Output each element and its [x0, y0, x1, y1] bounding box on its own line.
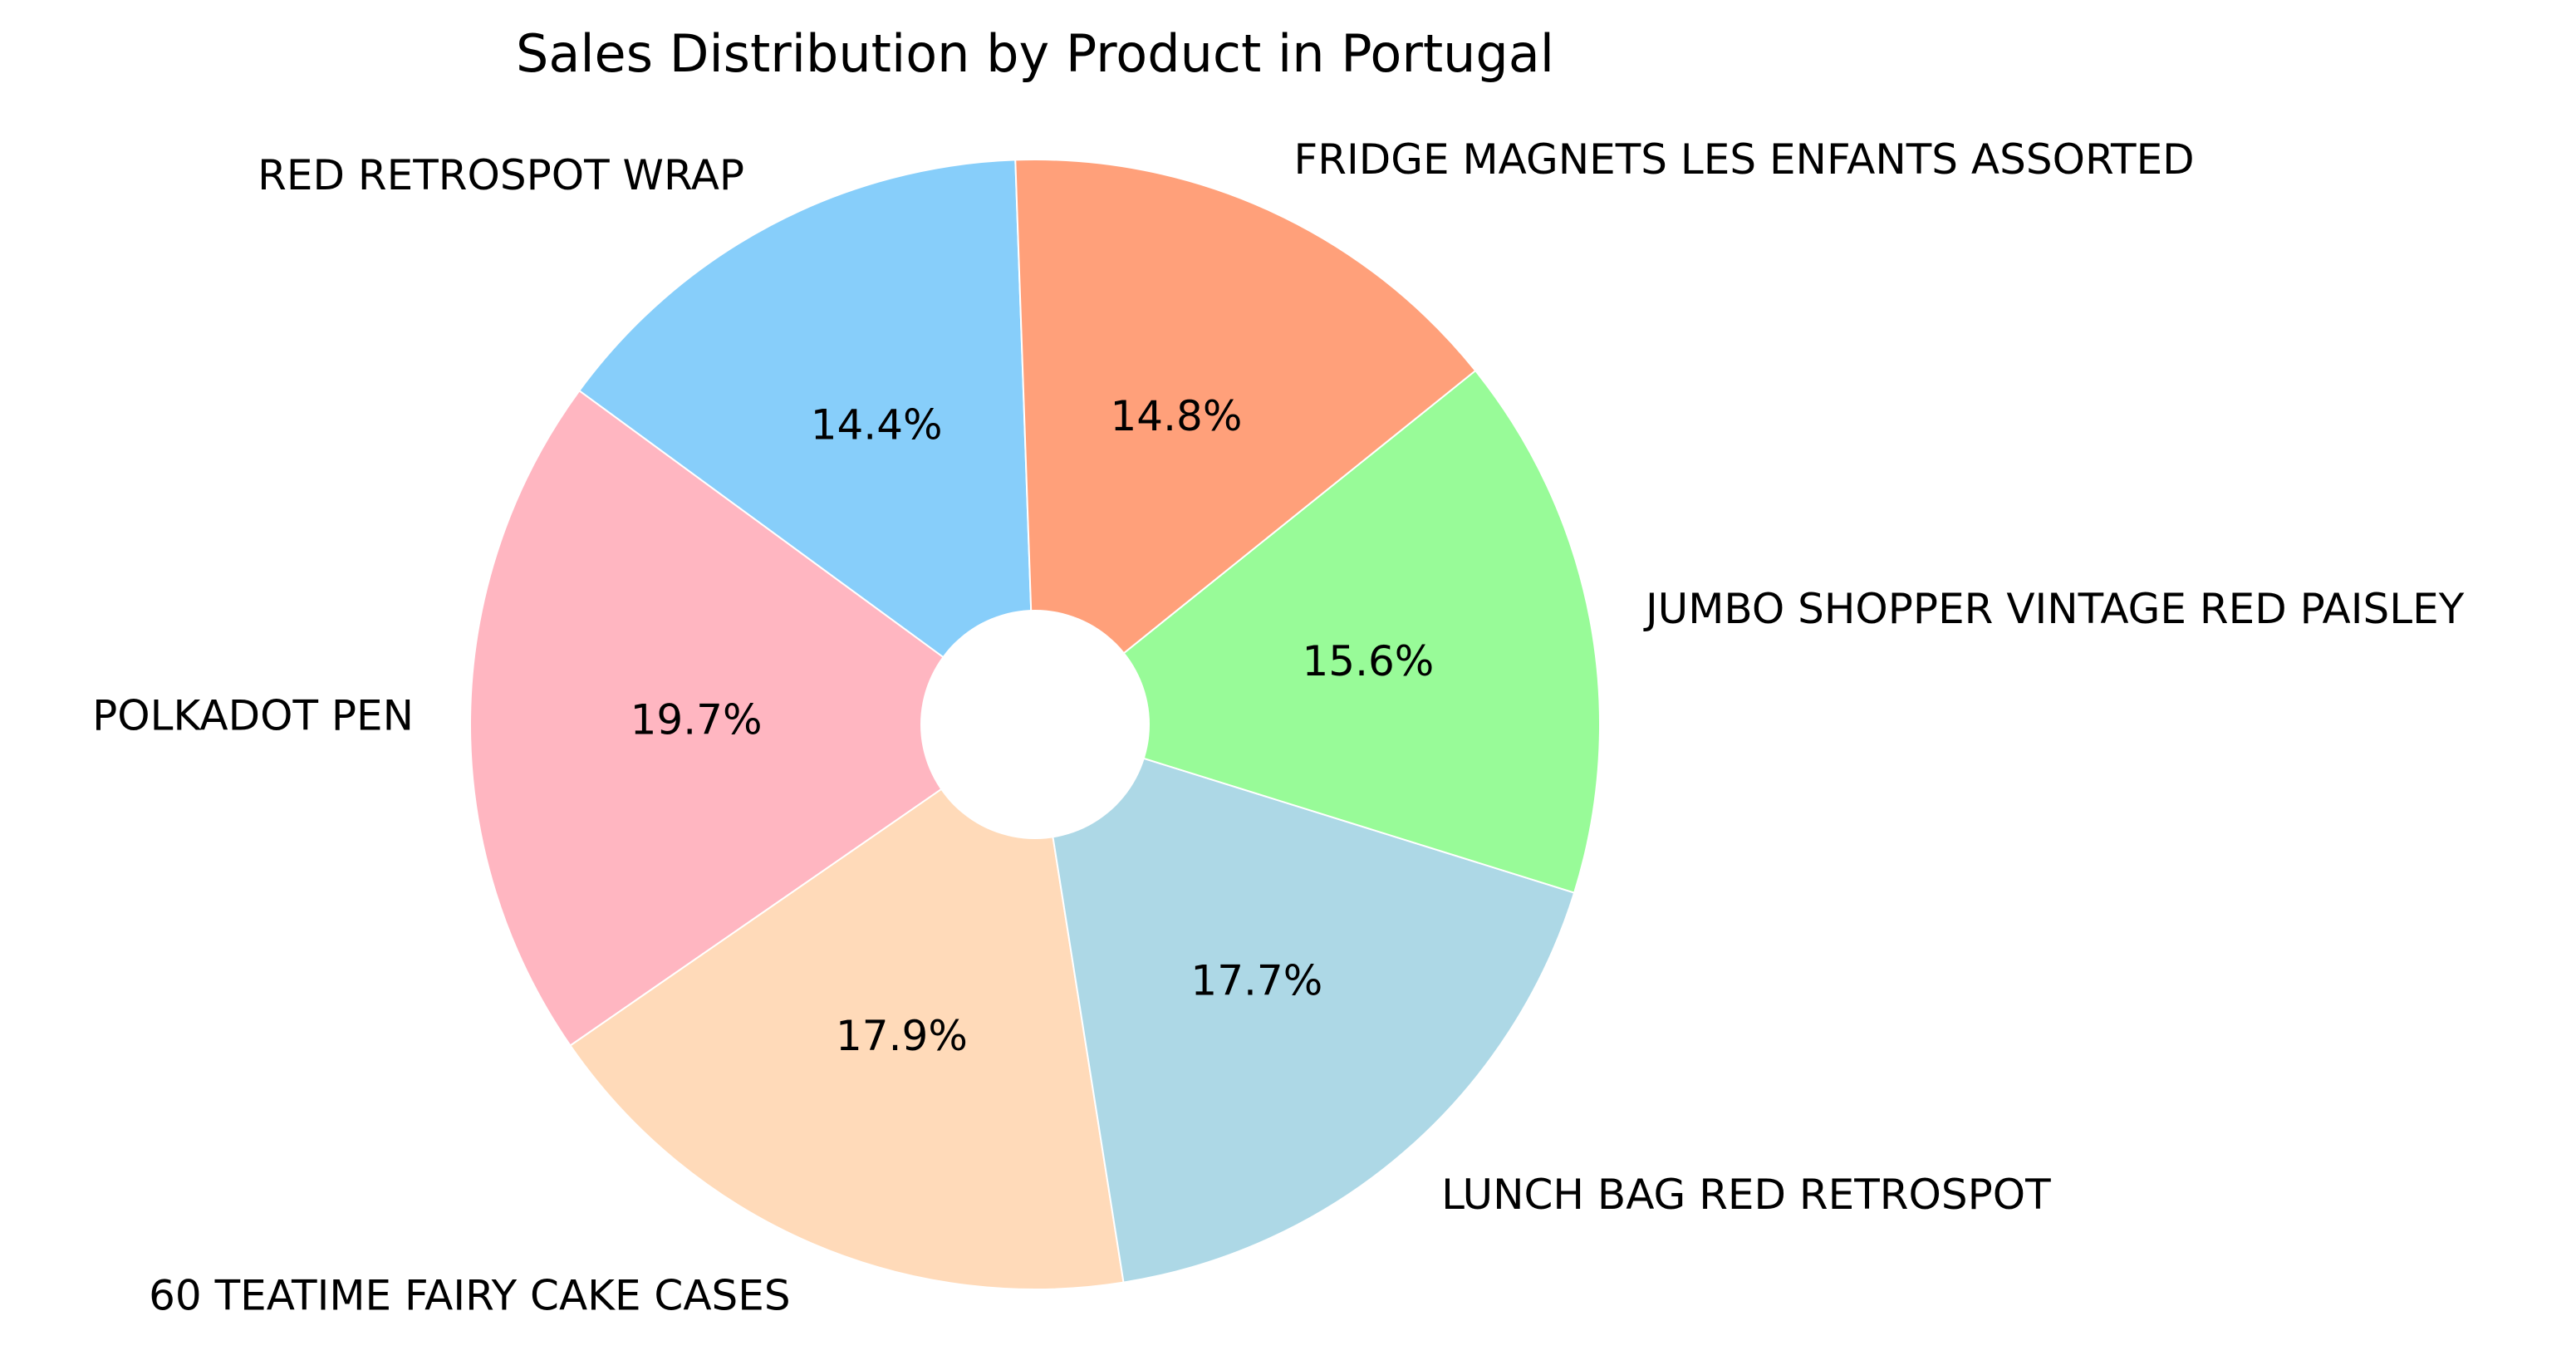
- slice-label-60-teatime-fairy-cake-cases: 60 TEATIME FAIRY CAKE CASES: [149, 1272, 791, 1320]
- labels-layer: 14.4% RED RETROSPOT WRAP 19.7% POLKADOT PEN…: [92, 135, 2465, 1320]
- pct-label-60-teatime-fairy-cake-cases: 17.9%: [836, 1012, 968, 1060]
- pie-slice-60-teatime-fairy-cake-cases: [569, 723, 1125, 1290]
- donut-hole: [920, 610, 1150, 839]
- pie-slice-jumbo-shopper-vintage-red-paisley: [1033, 369, 1601, 894]
- slice-label-polkadot-pen: POLKADOT PEN: [92, 692, 414, 740]
- chart-title: Sales Distribution by Product in Portuga…: [516, 23, 1554, 84]
- slice-label-jumbo-shopper-vintage-red-paisley: JUMBO SHOPPER VINTAGE RED PAISLEY: [1643, 585, 2465, 633]
- pct-label-polkadot-pen: 19.7%: [631, 695, 763, 744]
- pct-label-fridge-magnets-les-enfants-assorted: 14.8%: [1111, 392, 1243, 440]
- pie-slice-fridge-magnets-les-enfants-assorted: [1014, 159, 1477, 727]
- pct-label-jumbo-shopper-vintage-red-paisley: 15.6%: [1302, 637, 1434, 685]
- pie-slice-red-retrospot-wrap: [577, 159, 1037, 727]
- slice-label-fridge-magnets-les-enfants-assorted: FRIDGE MAGNETS LES ENFANTS ASSORTED: [1294, 135, 2195, 184]
- pie-slice-polkadot-pen: [469, 389, 1037, 1047]
- slice-label-red-retrospot-wrap: RED RETROSPOT WRAP: [258, 151, 744, 199]
- pct-label-lunch-bag-red-retrospot: 17.7%: [1190, 957, 1322, 1005]
- slices-layer: [469, 159, 1601, 1290]
- pie-slice-lunch-bag-red-retrospot: [1033, 723, 1576, 1284]
- pct-label-red-retrospot-wrap: 14.4%: [811, 400, 943, 449]
- slice-label-lunch-bag-red-retrospot: LUNCH BAG RED RETROSPOT: [1441, 1171, 2051, 1219]
